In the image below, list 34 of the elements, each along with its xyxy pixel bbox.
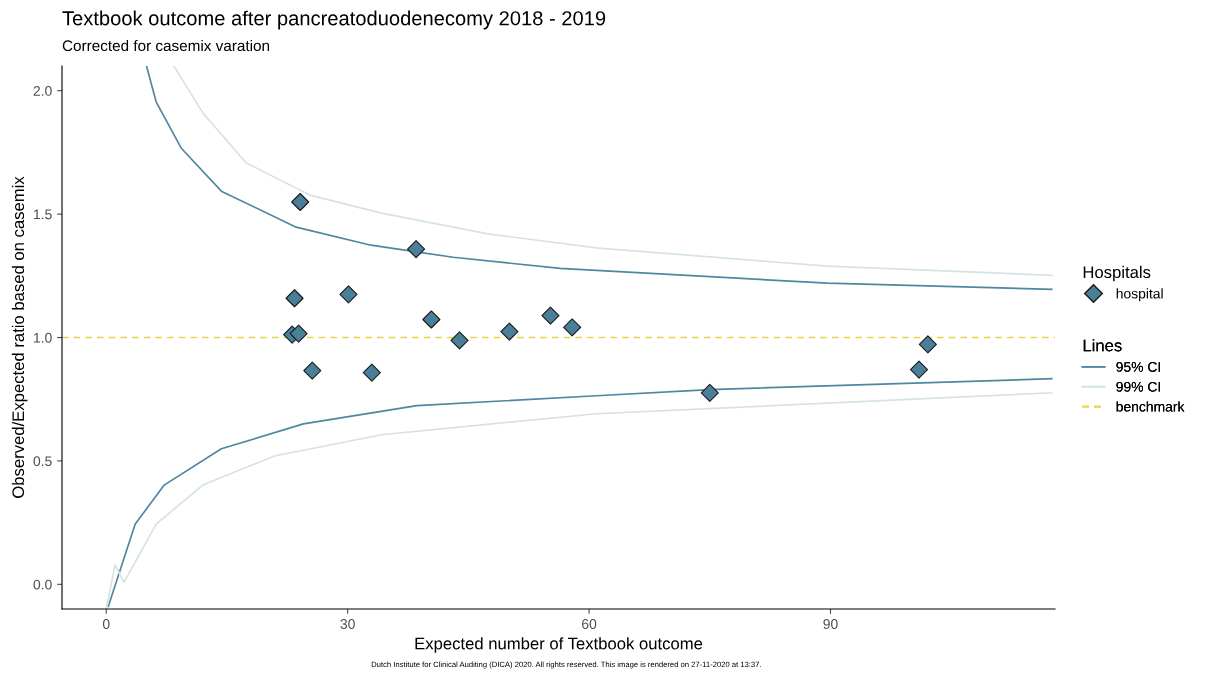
x-tick-label: 30 (340, 619, 355, 629)
y-tick-label: 1.0 (34, 332, 52, 343)
legend-label: hospital (1116, 288, 1163, 302)
chart-title: Textbook outcome after pancreatoduodenecomy 2018 - 2019 (62, 10, 606, 30)
point (909, 360, 929, 379)
point (563, 318, 582, 337)
legend-label: 95% CI (1116, 361, 1160, 372)
x-tick-label: 60 (582, 619, 597, 629)
legend-label: benchmark (1116, 401, 1185, 412)
point (450, 331, 469, 350)
point (289, 324, 308, 343)
y-tick-label: 0.0 (33, 579, 52, 590)
text: Lines (1083, 339, 1122, 352)
text: Hospitals (1083, 265, 1151, 282)
point (541, 306, 560, 325)
y-tick-label: 1.5 (34, 209, 52, 220)
y-tick-label: 0.5 (33, 456, 52, 467)
x-tick-label: 90 (823, 619, 838, 629)
point (407, 240, 426, 259)
point (422, 310, 441, 329)
y-axis-title: Observed/Expected ratio based on casemix (11, 176, 28, 498)
x-tick-label: 0 (102, 619, 110, 629)
point (285, 289, 304, 308)
point (918, 335, 937, 354)
point (500, 322, 519, 341)
point (362, 363, 381, 382)
y-tick-label: 2.0 (33, 86, 52, 96)
point (700, 383, 719, 402)
point (303, 361, 322, 380)
chart-subtitle: Corrected for casemix varation (62, 39, 270, 52)
point (291, 192, 310, 212)
x-axis-title: Expected number of Textbook outcome (415, 637, 703, 653)
legend-label: 99% CI (1116, 381, 1160, 392)
point (339, 285, 358, 304)
